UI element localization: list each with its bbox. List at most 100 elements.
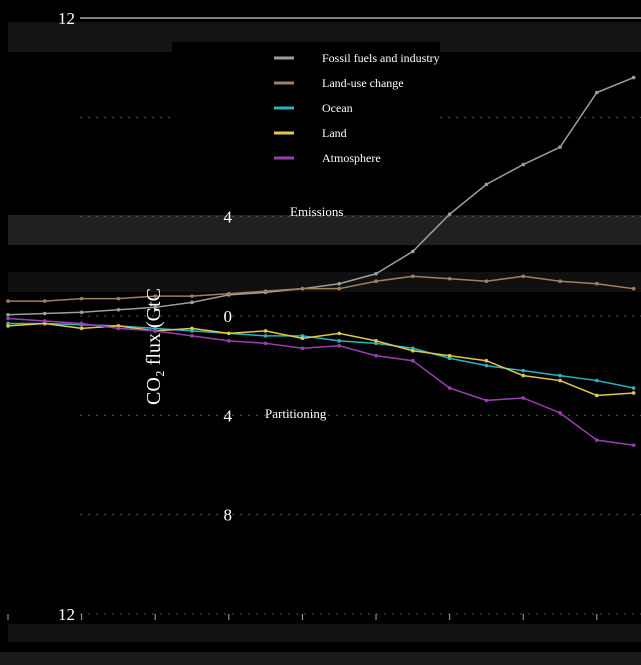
- series-1-point-2: [79, 296, 84, 301]
- series-1-point-14: [521, 274, 526, 279]
- series-3-point-9: [337, 331, 342, 336]
- series-2-point-9: [337, 339, 342, 343]
- x-tick-marks: [7, 614, 598, 620]
- series-4-point-5: [190, 334, 194, 338]
- series-1-point-8: [300, 286, 305, 291]
- series-1-point-9: [337, 286, 342, 291]
- series-0-point-11: [411, 249, 415, 254]
- series-0-point-17: [631, 75, 636, 80]
- series-3-point-7: [263, 329, 268, 333]
- series-1-point-13: [484, 279, 489, 284]
- emissions-group-label: Emissions: [290, 204, 343, 219]
- series-4-point-7: [263, 341, 268, 346]
- series-4-point-13: [484, 398, 489, 403]
- series-3-point-0: [6, 324, 10, 328]
- series-0-point-9: [337, 281, 342, 286]
- series-2-point-0: [6, 321, 10, 326]
- series-4-point-17: [631, 443, 636, 447]
- series-4-point-4: [153, 329, 158, 333]
- series-0-point-4: [153, 305, 158, 310]
- series-0-point-5: [190, 300, 194, 305]
- series-4-point-0: [6, 316, 10, 321]
- y-tick-label-5: 8: [224, 506, 233, 525]
- series-line-1: [8, 275, 634, 302]
- series-4-point-14: [521, 396, 526, 400]
- legend: Fossil fuels and industry Land-use change…: [172, 42, 440, 172]
- series-2-point-11: [411, 346, 415, 351]
- series-2-point-4: [153, 326, 158, 331]
- series-4-point-12: [447, 386, 452, 390]
- series-0-point-14: [521, 162, 526, 167]
- series-3-point-3: [116, 324, 121, 328]
- legend-label-4: Atmosphere: [322, 151, 381, 165]
- legend-label-2: Ocean: [322, 101, 353, 115]
- series-4-point-15: [558, 411, 562, 415]
- series-4-point-10: [374, 353, 378, 358]
- series-3-point-1: [43, 321, 47, 326]
- partitioning-group-label: Partitioning: [265, 406, 327, 421]
- series-2-point-8: [300, 334, 305, 338]
- y-tick-label-0: 12: [58, 9, 75, 28]
- series-2-point-15: [558, 373, 562, 378]
- y-tick-label-2: 4: [224, 208, 233, 227]
- series-3-point-11: [411, 348, 415, 353]
- legend-label-1: Land-use change: [322, 76, 404, 90]
- y-axis-label: CO₂ flux (GtC: [143, 288, 165, 405]
- series-4-point-9: [337, 344, 342, 348]
- series-3-point-5: [190, 326, 194, 331]
- series-0-point-1: [43, 311, 47, 316]
- series-4-point-11: [411, 358, 415, 363]
- series-3-point-14: [521, 373, 526, 378]
- series-4-point-3: [116, 326, 121, 331]
- series-1-point-12: [447, 276, 452, 281]
- series-1-point-6: [227, 291, 231, 296]
- series-0-point-15: [558, 145, 562, 149]
- series-lines: [6, 75, 636, 447]
- y-tick-label-6: 12: [58, 605, 75, 624]
- series-3-point-13: [484, 358, 489, 363]
- series-3-point-12: [447, 353, 452, 358]
- series-3-point-2: [79, 326, 84, 331]
- series-1-point-11: [411, 274, 415, 279]
- series-4-point-6: [227, 339, 231, 343]
- series-2-point-16: [595, 378, 599, 383]
- series-0-point-16: [595, 90, 599, 95]
- series-4-point-16: [595, 438, 599, 442]
- series-1-point-16: [595, 281, 599, 286]
- series-2-point-10: [374, 341, 378, 346]
- series-1-point-7: [263, 289, 268, 293]
- series-1-point-10: [374, 279, 378, 284]
- series-1-point-4: [153, 294, 158, 298]
- y-tick-label-4: 4: [224, 406, 233, 425]
- series-0-point-0: [6, 312, 10, 317]
- series-2-point-17: [631, 386, 636, 390]
- series-4-point-8: [300, 346, 305, 351]
- series-line-0: [7, 76, 634, 316]
- legend-label-0: Fossil fuels and industry: [322, 51, 440, 65]
- series-1-point-1: [43, 299, 47, 303]
- series-0-point-2: [79, 310, 84, 315]
- series-0-point-13: [484, 182, 489, 187]
- series-line-3: [7, 322, 634, 397]
- series-4-point-1: [43, 319, 47, 323]
- series-3-point-16: [595, 393, 599, 398]
- series-2-point-14: [521, 368, 526, 373]
- series-1-point-15: [558, 279, 562, 284]
- series-3-point-17: [631, 391, 636, 395]
- series-1-point-5: [190, 294, 194, 298]
- series-3-point-15: [558, 378, 562, 383]
- series-3-point-10: [374, 339, 378, 343]
- series-3-point-8: [300, 336, 305, 341]
- series-2-point-7: [263, 334, 268, 338]
- series-3-point-6: [227, 331, 231, 336]
- series-0-point-12: [447, 212, 452, 216]
- series-2-point-5: [190, 329, 194, 333]
- series-4-point-2: [79, 321, 84, 326]
- series-1-point-0: [6, 299, 10, 303]
- series-0-point-10: [374, 271, 378, 276]
- series-2-point-12: [447, 356, 452, 361]
- series-1-point-3: [116, 296, 121, 301]
- y-tick-label-3: 0: [224, 307, 233, 326]
